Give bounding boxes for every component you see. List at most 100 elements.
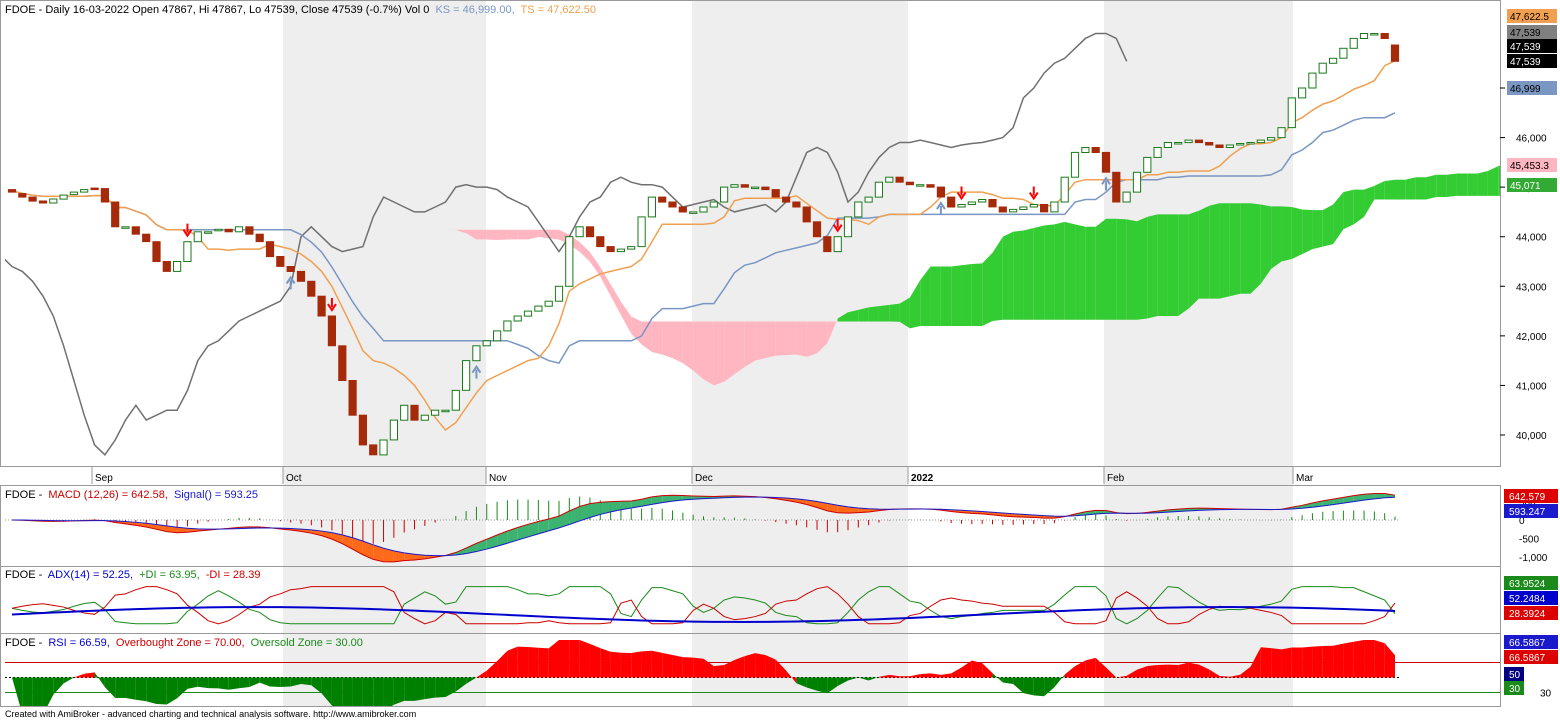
- candle: [246, 227, 253, 234]
- candle: [607, 247, 614, 252]
- rsi-fill: [900, 676, 910, 677]
- cloud-segment: [920, 266, 930, 325]
- candle: [679, 207, 686, 212]
- rsi-fill: [1034, 678, 1044, 697]
- candle: [948, 197, 955, 207]
- rsi-fill: [1261, 647, 1271, 677]
- cloud-segment: [951, 265, 961, 326]
- rsi-fill: [600, 648, 610, 677]
- rsi-fill: [156, 678, 166, 705]
- rsi-fill: [652, 651, 662, 678]
- candle: [1195, 140, 1202, 143]
- rsi-fill: [1003, 678, 1013, 684]
- cloud-segment: [1488, 166, 1498, 196]
- cloud-segment: [1075, 224, 1085, 319]
- adx-tag-label: 63.9524: [1509, 579, 1546, 590]
- candle: [101, 189, 108, 202]
- cloud-segment: [1447, 174, 1457, 198]
- rsi-fill: [1323, 646, 1333, 678]
- cloud-segment: [1374, 181, 1384, 200]
- rsi-fill: [301, 678, 311, 686]
- candle: [19, 194, 26, 198]
- candle: [1247, 143, 1254, 145]
- candle: [1330, 58, 1337, 63]
- rsi-fill: [817, 678, 827, 694]
- rsi-fill: [1044, 678, 1054, 697]
- candle: [813, 222, 820, 237]
- cloud-segment: [476, 230, 486, 240]
- candle: [617, 249, 624, 252]
- cloud-segment: [1189, 211, 1199, 309]
- candle: [153, 242, 160, 262]
- price-tick-label: 40,000: [1516, 431, 1547, 442]
- cloud-segment: [1240, 203, 1250, 293]
- cloud-segment: [662, 321, 672, 358]
- rsi-fill: [1147, 665, 1157, 677]
- candle: [514, 316, 521, 321]
- candle: [1299, 88, 1306, 98]
- cloud-segment: [1323, 204, 1333, 246]
- sell-arrow: [183, 224, 191, 236]
- candle: [1206, 143, 1213, 146]
- adx-tag-label: 28.3924: [1509, 609, 1546, 620]
- buy-arrow: [937, 203, 945, 215]
- rsi-fill: [755, 653, 765, 677]
- cloud-segment: [580, 242, 590, 262]
- rsi-fill: [1054, 674, 1064, 687]
- rsi-fill: [693, 658, 703, 678]
- rsi-fill: [1302, 647, 1312, 678]
- rsi-fill: [218, 678, 228, 690]
- cloud-segment: [724, 321, 734, 381]
- candle: [1288, 98, 1295, 128]
- rsi-fill: [198, 678, 208, 689]
- candle: [834, 237, 841, 252]
- cloud-segment: [745, 321, 755, 366]
- candle: [297, 271, 304, 281]
- rsi-fill: [64, 678, 74, 684]
- rsi-fill: [1023, 678, 1033, 696]
- cloud-segment: [1292, 207, 1302, 259]
- rsi-fill: [497, 651, 507, 678]
- cloud-segment: [1209, 203, 1219, 298]
- rsi-fill: [1354, 640, 1364, 677]
- price-tag: 45,071: [1507, 178, 1557, 192]
- rsi-fill: [229, 678, 239, 690]
- rsi-fill: [126, 678, 136, 700]
- candle: [1226, 145, 1233, 148]
- candle: [1175, 143, 1182, 145]
- price-tag-label: 45,071: [1510, 181, 1541, 192]
- candle: [896, 177, 903, 182]
- price-tag: 47,622.5: [1507, 9, 1557, 23]
- price-tag: 46,999: [1507, 81, 1557, 95]
- candle: [1041, 205, 1048, 212]
- candle: [865, 197, 872, 202]
- candle: [855, 202, 862, 217]
- candle: [937, 187, 944, 197]
- month-label: Mar: [1296, 473, 1314, 484]
- candle: [70, 192, 77, 195]
- candle: [39, 201, 46, 203]
- rsi-tag-label: 66.5867: [1509, 638, 1546, 649]
- rsi-fill: [105, 678, 115, 698]
- candle: [1113, 172, 1120, 202]
- candle: [669, 202, 676, 207]
- candle: [370, 445, 377, 455]
- cloud-segment: [1436, 175, 1446, 197]
- price-tick-label: 43,000: [1516, 282, 1547, 293]
- candle: [555, 286, 562, 301]
- candle: [648, 197, 655, 217]
- price-tag-label: 45,453.3: [1510, 161, 1549, 172]
- price-tag-label: 47,539: [1510, 28, 1541, 39]
- candle: [1051, 202, 1058, 212]
- rsi-fill: [559, 640, 569, 677]
- candle: [824, 237, 831, 252]
- candle: [659, 197, 666, 202]
- candle: [1371, 34, 1378, 36]
- rsi-fill: [518, 647, 528, 678]
- cloud-segment: [1137, 217, 1147, 320]
- rsi-fill: [249, 678, 259, 688]
- candle: [1010, 209, 1017, 212]
- price-tag: 47,539: [1507, 25, 1557, 39]
